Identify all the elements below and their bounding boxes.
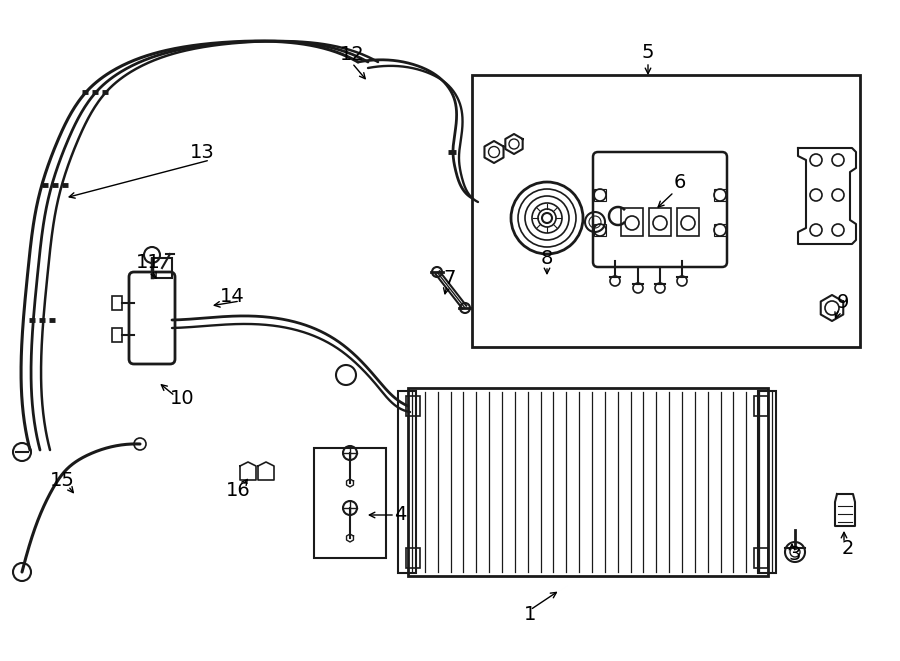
- Text: 11: 11: [136, 253, 160, 272]
- Text: 13: 13: [190, 143, 214, 161]
- Bar: [758, 391, 776, 573]
- Text: 15: 15: [50, 471, 75, 490]
- Bar: [621, 208, 643, 236]
- Bar: [406, 396, 420, 416]
- Text: 8: 8: [541, 249, 554, 268]
- Text: 12: 12: [339, 46, 365, 65]
- Bar: [754, 548, 768, 568]
- Bar: [314, 448, 386, 558]
- Bar: [398, 391, 416, 573]
- Bar: [152, 258, 172, 278]
- Text: 4: 4: [394, 506, 406, 524]
- Text: 16: 16: [226, 481, 250, 500]
- Bar: [677, 208, 699, 236]
- Text: 9: 9: [837, 293, 850, 311]
- Bar: [472, 75, 860, 347]
- Bar: [714, 189, 726, 201]
- Bar: [408, 388, 768, 576]
- Bar: [112, 328, 122, 342]
- Text: 3: 3: [788, 545, 801, 564]
- Text: 2: 2: [842, 539, 854, 557]
- Text: 5: 5: [642, 44, 654, 63]
- Bar: [714, 224, 726, 236]
- Bar: [754, 396, 768, 416]
- Bar: [649, 208, 671, 236]
- Bar: [112, 296, 122, 310]
- Bar: [594, 224, 606, 236]
- Bar: [406, 548, 420, 568]
- Text: 1: 1: [524, 605, 536, 625]
- Text: 6: 6: [674, 173, 686, 192]
- Text: 7: 7: [444, 268, 456, 288]
- Text: 10: 10: [170, 389, 194, 407]
- Bar: [594, 189, 606, 201]
- Text: 14: 14: [220, 286, 245, 305]
